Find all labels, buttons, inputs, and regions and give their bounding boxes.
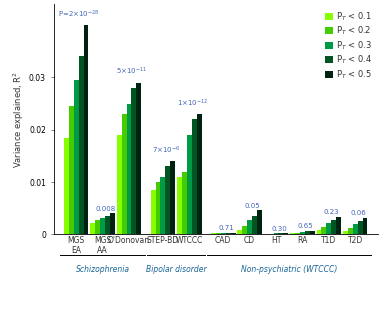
Text: Schizophrenia: Schizophrenia <box>76 266 129 275</box>
Bar <box>74 80 79 234</box>
Bar <box>231 233 236 234</box>
Bar <box>64 137 69 234</box>
Text: 0.008: 0.008 <box>96 206 116 212</box>
Bar <box>348 228 353 234</box>
Bar <box>336 217 341 234</box>
Bar <box>221 233 226 234</box>
Bar <box>165 166 170 234</box>
Bar <box>278 233 283 234</box>
Text: P=2×10$^{-28}$: P=2×10$^{-28}$ <box>58 9 100 20</box>
Bar <box>177 177 182 234</box>
Bar <box>331 220 336 234</box>
Bar <box>290 233 295 234</box>
Bar <box>192 119 197 234</box>
Text: 0.30: 0.30 <box>271 226 287 232</box>
Bar <box>79 57 84 234</box>
Bar <box>122 114 126 234</box>
Bar <box>300 232 305 234</box>
Bar <box>110 213 115 234</box>
Bar <box>283 233 288 234</box>
Bar <box>187 135 192 234</box>
Bar <box>242 226 247 234</box>
Bar <box>95 220 100 234</box>
Text: Non-psychiatric (WTCCC): Non-psychiatric (WTCCC) <box>241 266 337 275</box>
Bar <box>155 182 160 234</box>
Bar <box>358 221 363 234</box>
Bar <box>295 233 300 234</box>
Bar <box>322 227 326 234</box>
Text: 0.65: 0.65 <box>298 223 313 229</box>
Bar <box>136 83 141 234</box>
Bar <box>274 233 278 234</box>
Bar <box>363 218 367 234</box>
Bar <box>343 231 348 234</box>
Text: Bipolar disorder: Bipolar disorder <box>146 266 206 275</box>
Bar <box>305 231 310 234</box>
Bar <box>117 135 122 234</box>
Bar <box>170 161 175 234</box>
Bar <box>69 106 74 234</box>
Bar <box>317 230 322 234</box>
Bar <box>100 218 105 234</box>
Text: 0.23: 0.23 <box>324 209 340 215</box>
Bar <box>237 230 242 234</box>
Bar <box>105 216 110 234</box>
Bar <box>182 172 187 234</box>
Bar <box>226 233 231 234</box>
Bar <box>310 231 315 234</box>
Y-axis label: Variance explained, R$^2$: Variance explained, R$^2$ <box>12 71 26 168</box>
Bar <box>197 114 202 234</box>
Text: 0.05: 0.05 <box>245 203 261 209</box>
Text: 0.71: 0.71 <box>219 225 234 231</box>
Bar <box>126 104 131 234</box>
Bar <box>211 233 216 234</box>
Legend: P$_T$ < 0.1, P$_T$ < 0.2, P$_T$ < 0.3, P$_T$ < 0.4, P$_T$ < 0.5: P$_T$ < 0.1, P$_T$ < 0.2, P$_T$ < 0.3, P… <box>324 8 374 82</box>
Bar <box>151 190 155 234</box>
Bar <box>216 233 221 234</box>
Bar <box>257 210 262 234</box>
Bar <box>131 88 136 234</box>
Bar <box>160 177 165 234</box>
Text: 5×10$^{-11}$: 5×10$^{-11}$ <box>117 66 147 77</box>
Bar <box>252 216 257 234</box>
Text: 0.06: 0.06 <box>350 210 366 216</box>
Text: 7×10$^{-6}$: 7×10$^{-6}$ <box>152 145 180 156</box>
Text: 1×10$^{-12}$: 1×10$^{-12}$ <box>177 98 208 109</box>
Bar <box>247 220 252 234</box>
Bar <box>353 224 358 234</box>
Bar <box>84 25 89 234</box>
Bar <box>326 223 331 234</box>
Bar <box>91 223 95 234</box>
